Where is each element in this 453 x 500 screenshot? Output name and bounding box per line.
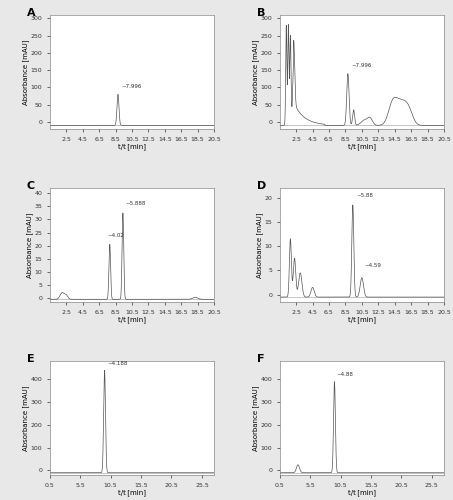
X-axis label: t/t [min]: t/t [min] (118, 143, 146, 150)
Text: ~7.996: ~7.996 (351, 64, 371, 68)
Text: E: E (27, 354, 34, 364)
X-axis label: t/t [min]: t/t [min] (118, 316, 146, 322)
X-axis label: t/t [min]: t/t [min] (118, 489, 146, 496)
Text: ~4.02: ~4.02 (107, 233, 124, 238)
Y-axis label: Absorbance [mAU]: Absorbance [mAU] (256, 212, 263, 278)
X-axis label: t/t [min]: t/t [min] (348, 489, 376, 496)
Y-axis label: Absorbance [mAU]: Absorbance [mAU] (22, 386, 29, 451)
Text: D: D (257, 181, 266, 191)
Y-axis label: Absorbance [mAU]: Absorbance [mAU] (26, 212, 33, 278)
Y-axis label: Absorbance [mAU]: Absorbance [mAU] (252, 39, 259, 104)
Text: ~4.59: ~4.59 (364, 263, 381, 268)
Y-axis label: Absorbance [mAU]: Absorbance [mAU] (22, 39, 29, 104)
Text: ~4.88: ~4.88 (337, 372, 354, 377)
Y-axis label: Absorbance [mAU]: Absorbance [mAU] (252, 386, 259, 451)
X-axis label: t/t [min]: t/t [min] (348, 143, 376, 150)
Text: ~7.996: ~7.996 (121, 84, 142, 89)
Text: B: B (257, 8, 265, 18)
Text: ~5.88: ~5.88 (356, 193, 373, 198)
Text: A: A (27, 8, 35, 18)
Text: C: C (27, 181, 35, 191)
Text: ~4.188: ~4.188 (107, 360, 127, 366)
Text: F: F (257, 354, 264, 364)
Text: ~5.888: ~5.888 (125, 202, 146, 206)
X-axis label: t/t [min]: t/t [min] (348, 316, 376, 322)
